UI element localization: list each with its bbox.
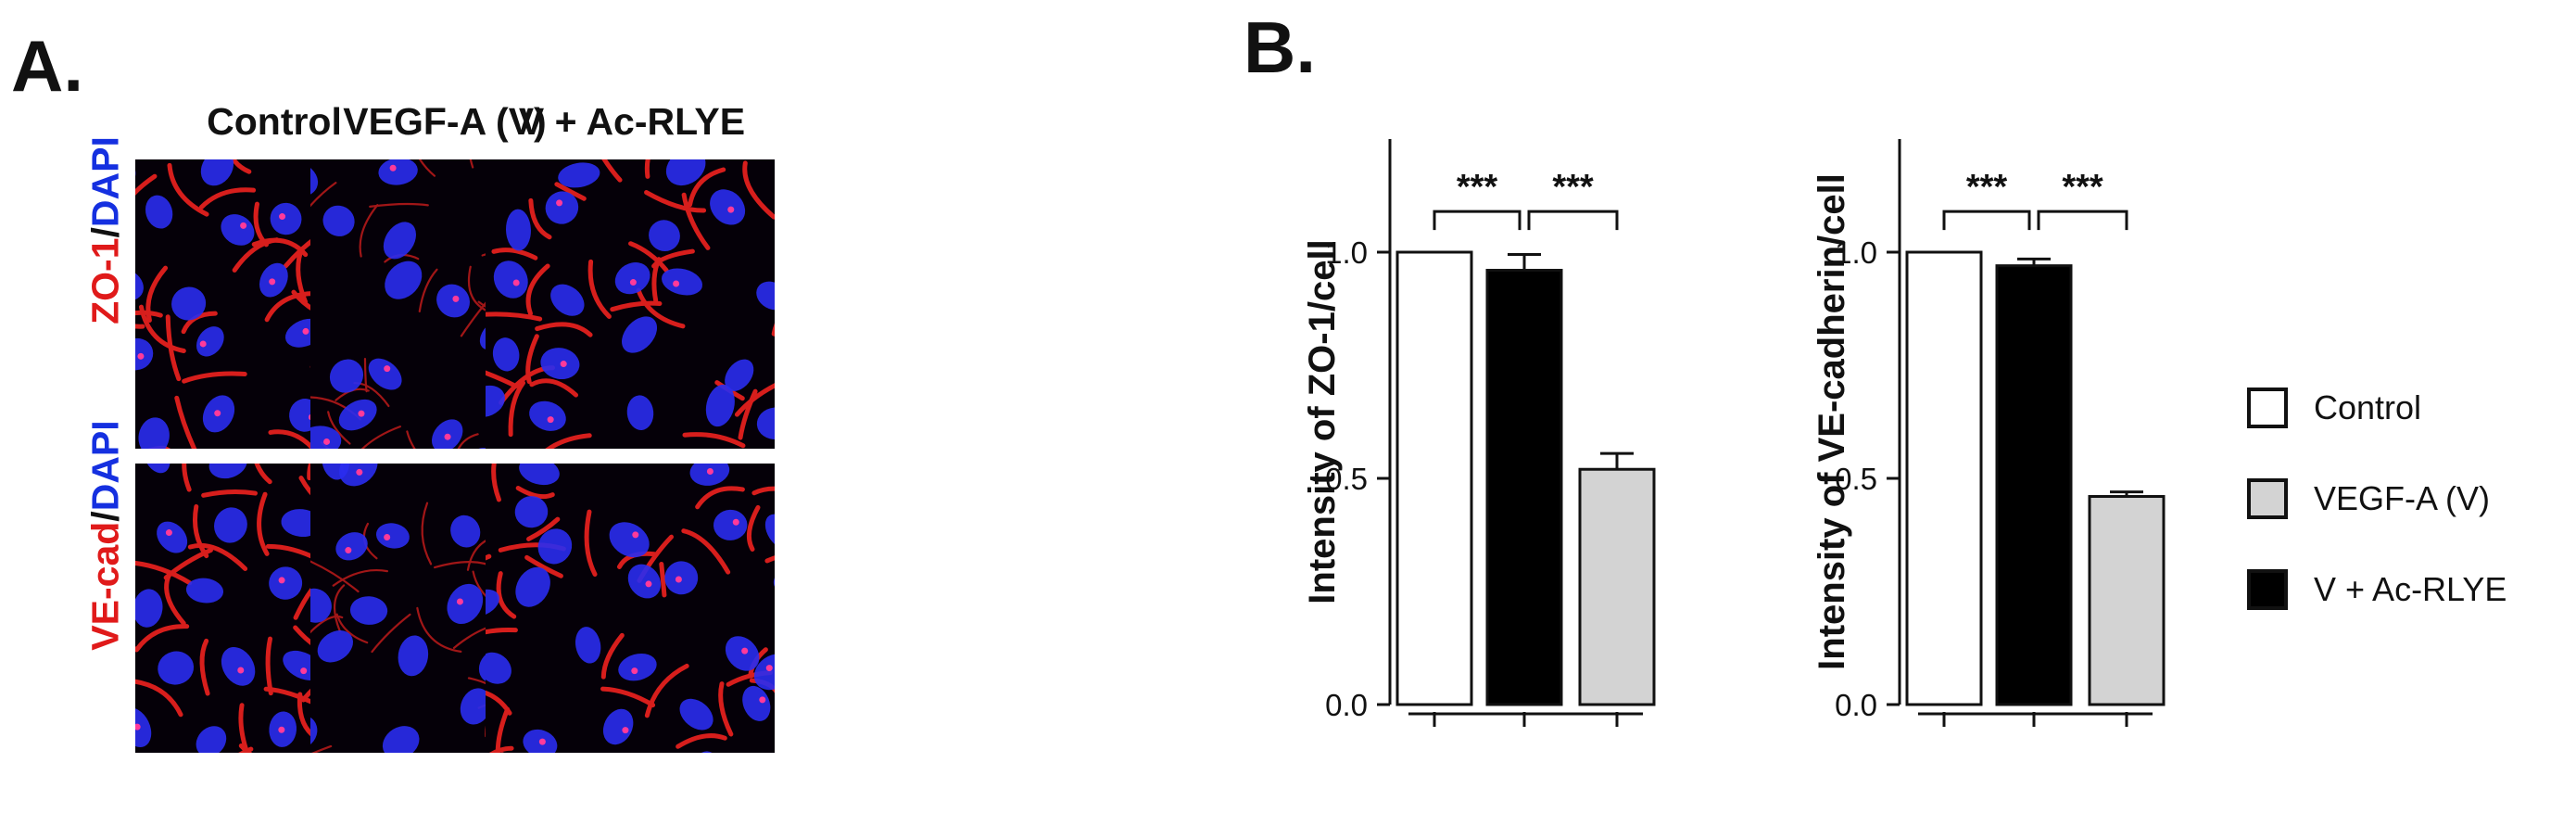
bar-vegf-a-v — [2088, 495, 2166, 706]
panel-a-letter: A. — [11, 25, 83, 107]
legend-label-control: Control — [2314, 388, 2422, 426]
column-label-vegf: VEGF-A (V) — [343, 100, 547, 143]
y-tick-label: 0.5 — [1835, 462, 1877, 496]
y-tick-label: 0.0 — [1835, 688, 1877, 722]
y-tick-label: 0.0 — [1325, 688, 1368, 722]
bar-v-ac-rlye — [1995, 264, 2073, 706]
legend-swatch-ac-rlye — [2247, 569, 2288, 610]
bar-chart-vecad: Intensity of VE-cadherin/cell 0.0 0.5 1.0 **… — [1812, 139, 2166, 727]
bar-control — [1395, 250, 1473, 706]
bar-vegf-a-v — [1578, 467, 1656, 706]
row-marker-vecad: VE-cad — [83, 521, 127, 651]
y-tick-label: 1.0 — [1325, 235, 1368, 270]
legend-swatch-control — [2247, 388, 2288, 428]
row-label-zo1: ZO-1/DAPI — [84, 64, 128, 398]
significance-label: *** — [2062, 168, 2103, 207]
significance-label: *** — [1966, 168, 2008, 207]
significance-bracket — [1433, 210, 1522, 231]
column-label-control: Control — [207, 100, 342, 143]
row-separator-zo1: / — [83, 227, 127, 238]
bar-control — [1905, 250, 1983, 706]
y-axis-label: Intensity of VE-cadherin/cell — [1812, 173, 1852, 670]
bar-v-ac-rlye — [1485, 269, 1563, 706]
y-axis-label: Intensity of ZO-1/cell — [1302, 239, 1343, 604]
row-marker-zo1: ZO-1 — [83, 237, 127, 324]
micrograph-zo1-ac-rlye — [486, 159, 775, 449]
column-label-ac-rlye: V + Ac-RLYE — [518, 100, 746, 143]
bar-chart-zo1: Intensity of ZO-1/cell 0.0 0.5 1.0 *** *** — [1302, 139, 1656, 727]
panel-b-letter: B. — [1244, 6, 1316, 88]
micrograph-vecad-ac-rlye — [486, 464, 775, 753]
y-tick-label: 1.0 — [1835, 235, 1877, 270]
row-stain-vecad: DAPI — [83, 420, 127, 512]
row-separator-vecad: / — [83, 511, 127, 522]
y-tick-label: 0.5 — [1325, 462, 1368, 496]
row-stain-zo1: DAPI — [83, 136, 127, 228]
significance-label: *** — [1457, 168, 1498, 207]
significance-bracket — [1527, 210, 1619, 231]
row-label-vecad: VE-cad/DAPI — [84, 369, 128, 703]
legend-label-vegf: VEGF-A (V) — [2314, 479, 2491, 517]
legend-swatch-vegf — [2247, 478, 2288, 519]
significance-label: *** — [1552, 168, 1594, 207]
legend-label-ac-rlye: V + Ac-RLYE — [2314, 570, 2507, 608]
significance-bracket — [1942, 210, 2031, 231]
significance-bracket — [2037, 210, 2128, 231]
